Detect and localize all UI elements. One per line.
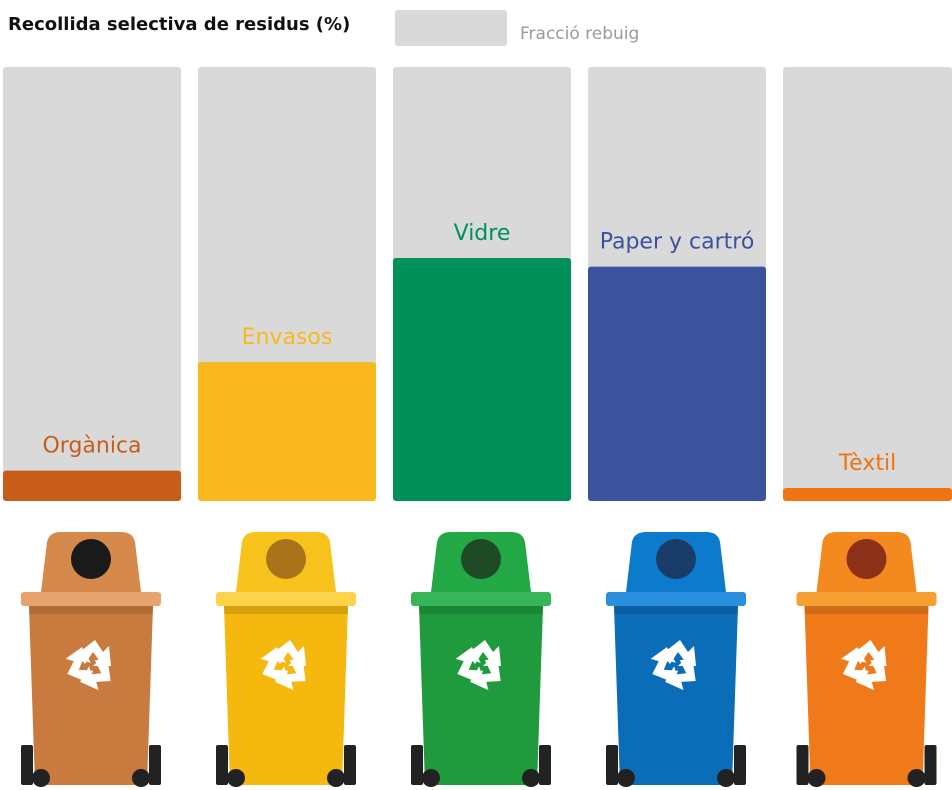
bin-shade	[804, 606, 929, 614]
bin-body	[419, 606, 543, 785]
bin-wheel-holder	[606, 745, 618, 785]
bin-icon	[216, 532, 356, 787]
bin-hole	[71, 539, 111, 579]
bin-icon	[796, 532, 937, 787]
bin-wheel	[422, 769, 440, 787]
bar-label: Vidre	[454, 221, 511, 246]
bin-icon	[411, 532, 551, 787]
bin-wheel-holder	[924, 745, 937, 785]
bin-wheel	[32, 769, 50, 787]
bin-wheel-holder	[734, 745, 746, 785]
bar	[588, 266, 766, 501]
bin-wheel	[327, 769, 345, 787]
bin-wheel-holder	[216, 745, 228, 785]
bin-body	[614, 606, 738, 785]
bin-icon	[606, 532, 746, 787]
bin-wheel	[907, 769, 926, 787]
bin-wheel-holder	[796, 745, 809, 785]
bin-shade	[614, 606, 738, 614]
bin-shade	[29, 606, 153, 614]
bin-wheel-holder	[149, 745, 161, 785]
bin-wheel-holder	[344, 745, 356, 785]
bar	[3, 470, 181, 501]
rest-bar	[3, 67, 181, 501]
recycle-arrow	[650, 647, 679, 683]
bin-wheel	[522, 769, 540, 787]
bin-rim	[411, 592, 551, 606]
bar	[393, 257, 571, 501]
bin-wheel	[617, 769, 635, 787]
bin-shade	[224, 606, 348, 614]
bar-label: Envasos	[242, 325, 333, 350]
bin-hole	[461, 539, 501, 579]
bin-body	[804, 606, 929, 785]
bar-label: Tèxtil	[838, 451, 896, 476]
bin-shade	[419, 606, 543, 614]
bar-label: Paper y cartró	[600, 230, 755, 255]
recycle-arrow	[260, 647, 289, 683]
recycle-arrow	[841, 647, 869, 683]
legend-label: Fracció rebuig	[520, 24, 639, 44]
legend-swatch	[395, 10, 507, 46]
bin-rim	[796, 592, 937, 606]
bin-hole	[266, 539, 306, 579]
bin-body	[29, 606, 153, 785]
bin-hole	[656, 539, 696, 579]
bin-wheel	[132, 769, 150, 787]
bin-rim	[21, 592, 161, 606]
bin-icon	[21, 532, 161, 787]
bin-wheel	[807, 769, 826, 787]
bar-label: Orgànica	[42, 434, 141, 459]
chart-title: Recollida selectiva de residus (%)	[8, 14, 350, 35]
bin-wheel-holder	[539, 745, 551, 785]
bin-body	[224, 606, 348, 785]
bin-wheel	[717, 769, 735, 787]
bar	[783, 487, 952, 501]
recycle-arrow	[455, 647, 484, 683]
recycle-arrow	[65, 647, 94, 683]
bar	[198, 362, 376, 501]
bin-wheel-holder	[21, 745, 33, 785]
bin-wheel	[227, 769, 245, 787]
bin-rim	[606, 592, 746, 606]
bin-hole	[846, 539, 887, 579]
rest-bar	[783, 67, 952, 501]
bin-wheel-holder	[411, 745, 423, 785]
bin-rim	[216, 592, 356, 606]
